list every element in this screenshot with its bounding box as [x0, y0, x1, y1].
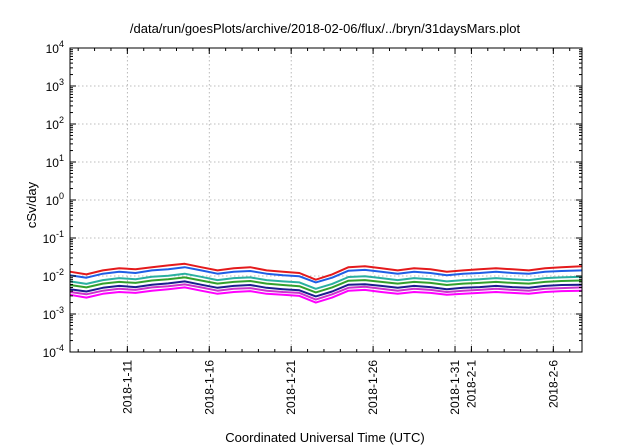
- series-line-3: [69, 272, 583, 290]
- y-tick-label: 10-2: [43, 267, 64, 284]
- y-tick-label: 10-1: [43, 229, 64, 246]
- x-tick-label: 2018-2-1: [464, 360, 478, 408]
- series-line-6: [69, 283, 583, 301]
- y-tick-label: 10-4: [43, 343, 64, 360]
- y-axis-label: cSv/day: [24, 181, 39, 228]
- x-tick-label: 2018-1-16: [202, 360, 216, 415]
- x-tick-label: 2018-1-26: [366, 360, 380, 415]
- series-layer: [69, 262, 583, 304]
- y-tick-label: 10-3: [43, 305, 64, 322]
- ticks: [70, 47, 582, 353]
- y-tick-label: 104: [46, 39, 64, 56]
- grid: [70, 48, 582, 352]
- y-tick-label: 101: [46, 153, 64, 170]
- x-tick-label: 2018-1-11: [120, 360, 134, 414]
- y-tick-labels: 10-4 10-3 10-2 10-1 100 101 102 103 104: [43, 39, 64, 360]
- series-line-5: [69, 280, 583, 298]
- x-tick-label: 2018-2-6: [546, 360, 560, 408]
- series-line-2: [69, 266, 583, 284]
- x-axis-label: Coordinated Universal Time (UTC): [225, 430, 424, 445]
- x-tick-labels: 2018-1-11 2018-1-16 2018-1-21 2018-1-26 2018…: [120, 360, 560, 415]
- y-tick-label: 100: [46, 191, 64, 208]
- x-tick-label: 2018-1-31: [448, 360, 462, 415]
- x-tick-label: 2018-1-21: [284, 360, 298, 415]
- y-tick-label: 102: [46, 115, 64, 132]
- y-tick-label: 103: [46, 77, 64, 94]
- series-line-7: [69, 286, 583, 304]
- chart-title: /data/run/goesPlots/archive/2018-02-06/f…: [130, 21, 521, 36]
- series-line-1: [69, 262, 583, 281]
- series-line-4: [69, 276, 583, 294]
